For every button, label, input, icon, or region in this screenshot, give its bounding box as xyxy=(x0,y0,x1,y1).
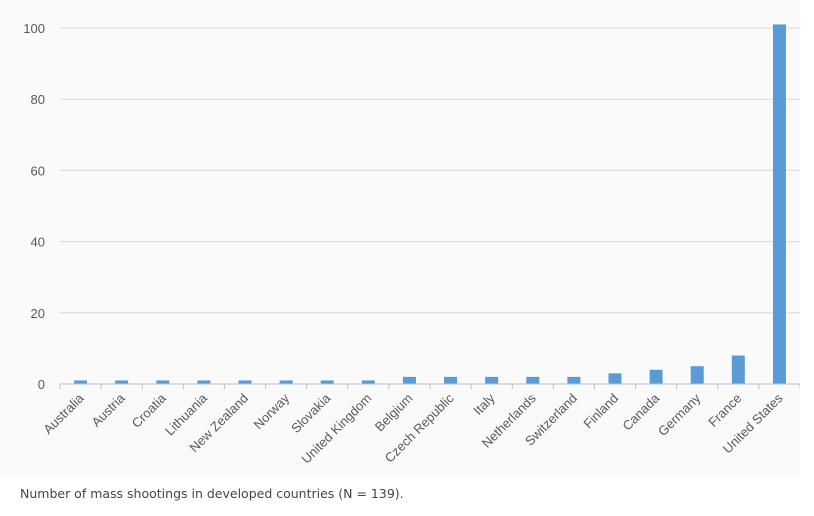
x-tick-label: Austria xyxy=(89,390,129,430)
bars xyxy=(74,24,786,384)
chart-panel: 0 20 40 60 80 100 Australia Austria Croatia Lith… xyxy=(23,21,800,467)
y-tick-label: 40 xyxy=(31,235,45,250)
bar-united-kingdom xyxy=(361,380,375,384)
y-tick-label: 100 xyxy=(23,21,45,36)
figure-caption: Number of mass shootings in developed co… xyxy=(20,486,404,501)
x-tick-label: France xyxy=(705,391,744,430)
bar-italy xyxy=(485,376,499,384)
bar-chart: 0 20 40 60 80 100 Australia Austria CroatiaLith… xyxy=(23,21,800,467)
bar-slovakia xyxy=(320,380,334,384)
bar-germany xyxy=(690,366,704,384)
x-tick-label: Norway xyxy=(250,390,292,432)
bar-lithuania xyxy=(197,380,211,384)
x-tick-label: Italy xyxy=(470,390,498,418)
bar-norway xyxy=(279,380,293,384)
bar-new-zealand xyxy=(238,380,252,384)
bar-united-states xyxy=(772,24,786,384)
bar-belgium xyxy=(402,376,416,384)
bar-switzerland xyxy=(567,376,581,384)
bar-finland xyxy=(608,373,622,384)
x-tick-label: Germany xyxy=(655,390,704,439)
x-tick-label: United Kingdom xyxy=(298,391,374,467)
y-tick-label: 20 xyxy=(31,306,45,321)
bar-czech-republic xyxy=(444,376,458,384)
x-tick-label: Australia xyxy=(40,390,87,437)
bar-austria xyxy=(115,380,129,384)
y-tick-labels: 0 20 40 60 80 100 xyxy=(23,21,45,392)
y-tick-label: 80 xyxy=(31,92,45,107)
bar-croatia xyxy=(156,380,170,384)
bar-netherlands xyxy=(526,376,540,384)
x-tick-label: Finland xyxy=(580,391,621,432)
bar-france xyxy=(731,355,745,384)
y-tick-label: 60 xyxy=(31,163,45,178)
x-tick-label: Croatia xyxy=(129,390,170,431)
x-axis xyxy=(59,383,800,389)
gridlines xyxy=(60,27,800,314)
bar-canada xyxy=(649,369,663,384)
y-tick-label: 0 xyxy=(38,377,45,392)
bar-australia xyxy=(74,380,88,384)
